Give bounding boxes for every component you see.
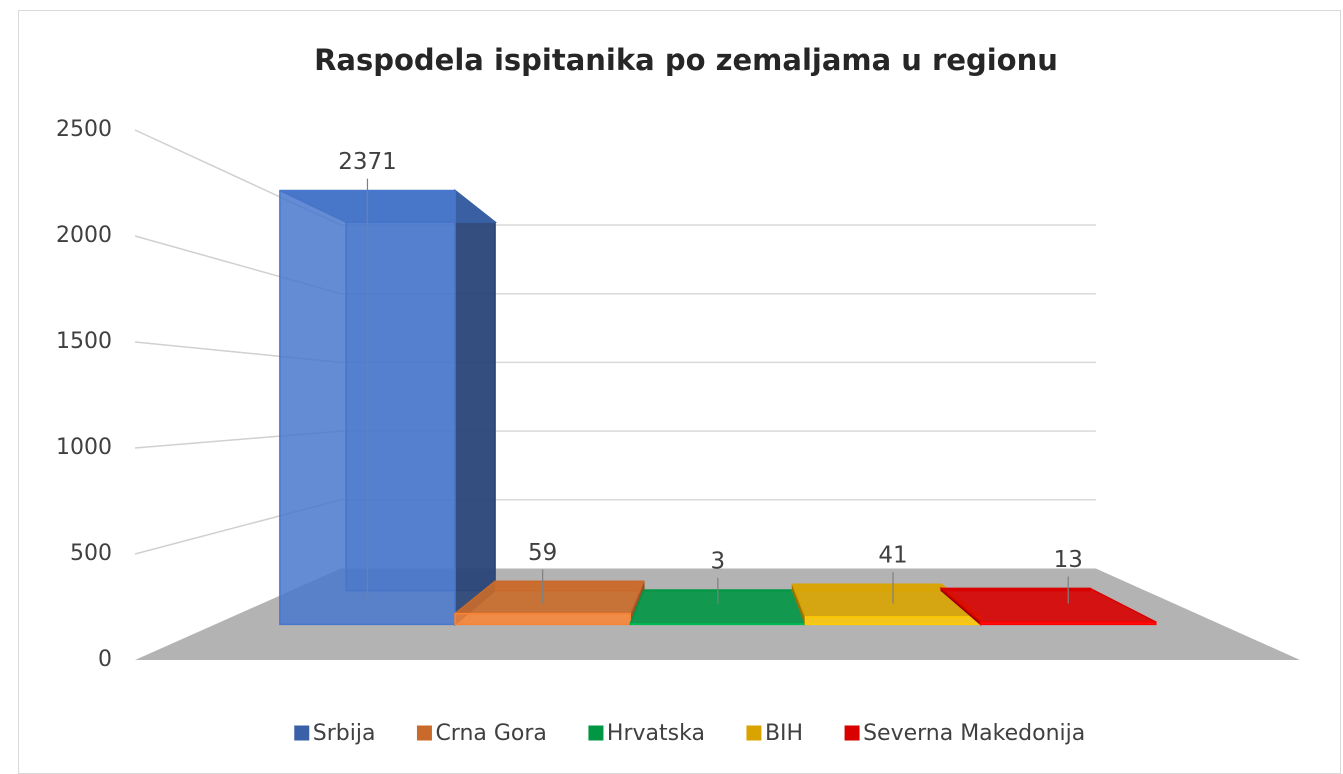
legend-label: BIH: [765, 721, 803, 746]
bar: [279, 189, 498, 626]
y-tick-label: 2000: [56, 223, 112, 248]
y-tick-label: 1500: [56, 329, 112, 354]
data-label: 3: [711, 549, 726, 575]
y-tick-label: 2500: [56, 117, 112, 142]
data-label: 2371: [338, 149, 397, 175]
legend-swatch: [416, 725, 432, 741]
data-label: 59: [528, 540, 557, 566]
bar-front: [804, 616, 982, 626]
legend-swatch: [294, 725, 310, 741]
y-tick-label: 0: [98, 647, 112, 672]
data-label: 13: [1054, 547, 1083, 573]
legend-swatch: [844, 725, 860, 741]
bar: [791, 583, 983, 626]
bar: [452, 580, 645, 626]
legend-label: Srbija: [313, 721, 376, 746]
chart-title: Raspodela ispitanika po zemaljama u regi…: [314, 43, 1058, 77]
legend-item: Severna Makedonija: [844, 721, 1085, 746]
bar-front: [979, 621, 1157, 626]
y-tick-label: 500: [70, 541, 112, 566]
bar-side: [454, 189, 496, 626]
legend-label: Crna Gora: [435, 721, 546, 746]
bar: [939, 586, 1157, 627]
bar-front: [629, 623, 807, 626]
legend-label: Severna Makedonija: [863, 721, 1085, 746]
legend-swatch: [588, 725, 604, 741]
bar-front: [454, 612, 631, 626]
legend-swatch: [746, 725, 762, 741]
legend-item: Crna Gora: [416, 721, 547, 746]
data-label: 41: [878, 543, 907, 569]
y-tick-label: 1000: [56, 435, 112, 460]
legend-label: Hrvatska: [607, 721, 705, 746]
legend-item: Srbija: [294, 721, 376, 746]
legend-item: Hrvatska: [588, 721, 705, 746]
legend-item: BIH: [746, 721, 803, 746]
